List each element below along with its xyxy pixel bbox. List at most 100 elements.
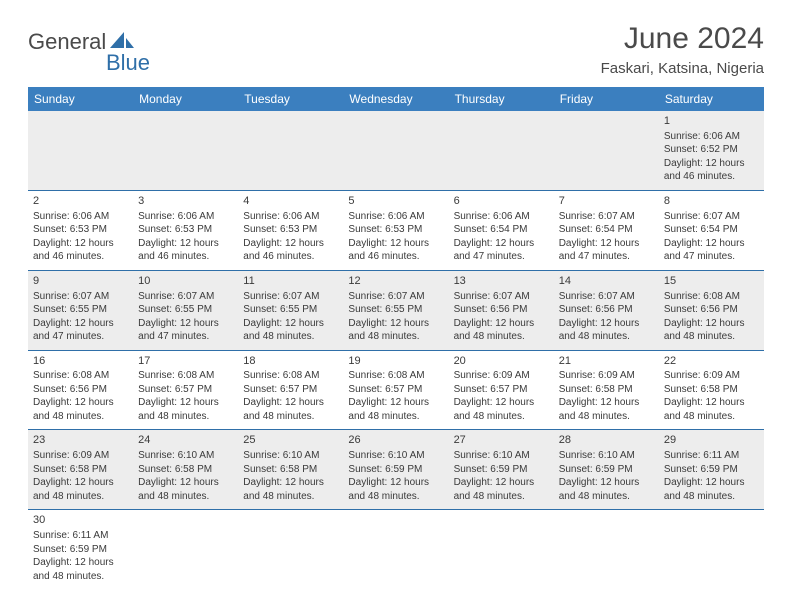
day-sunrise: Sunrise: 6:08 AM	[664, 290, 759, 304]
calendar-day-cell: 10Sunrise: 6:07 AMSunset: 6:55 PMDayligh…	[133, 270, 238, 350]
title-block: June 2024 Faskari, Katsina, Nigeria	[601, 22, 764, 77]
calendar-day-cell: 14Sunrise: 6:07 AMSunset: 6:56 PMDayligh…	[554, 270, 659, 350]
day-sunset: Sunset: 6:58 PM	[243, 463, 338, 477]
day-daylight2: and 46 minutes.	[138, 250, 233, 264]
day-number: 23	[33, 433, 128, 448]
day-daylight1: Daylight: 12 hours	[348, 237, 443, 251]
day-sunrise: Sunrise: 6:06 AM	[454, 210, 549, 224]
day-daylight2: and 47 minutes.	[559, 250, 654, 264]
calendar-day-cell: 2Sunrise: 6:06 AMSunset: 6:53 PMDaylight…	[28, 190, 133, 270]
calendar-week-row: 23Sunrise: 6:09 AM Sunset: 6:58 PM Dayligh…	[28, 430, 764, 510]
day-sunrise: Sunrise: 6:08 AM	[348, 369, 443, 383]
day-daylight2: and 48 minutes.	[138, 410, 233, 424]
calendar-day-cell: 16Sunrise: 6:08 AMSunset: 6:56 PMDayligh…	[28, 350, 133, 430]
day-daylight2: and 48 minutes.	[454, 490, 549, 504]
calendar-day-cell: 26Sunrise: 6:10 AMSunset: 6:59 PMDayligh…	[343, 430, 448, 510]
day-daylight2: and 48 minutes.	[664, 490, 759, 504]
day-daylight1: Daylight: 12 hours	[454, 476, 549, 490]
day-sunset: Sunset: 6:55 PM	[243, 303, 338, 317]
day-sunrise: Sunrise: 6:09 AM	[559, 369, 654, 383]
calendar-day-cell: 24Sunrise: 6:10 AMSunset: 6:58 PMDayligh…	[133, 430, 238, 510]
calendar-day-cell: 23Sunrise: 6:09 AMSunset: 6:58 PMDayligh…	[28, 430, 133, 510]
day-sunset: Sunset: 6:57 PM	[348, 383, 443, 397]
day-number: 6	[454, 194, 549, 209]
day-sunrise: Sunrise: 6:06 AM	[138, 210, 233, 224]
day-sunset: Sunset: 6:58 PM	[664, 383, 759, 397]
day-daylight1: Daylight: 12 hours	[138, 476, 233, 490]
day-sunrise: Sunrise: 6:10 AM	[138, 449, 233, 463]
calendar-day-cell	[659, 510, 764, 589]
day-daylight1: Daylight: 12 hours	[243, 317, 338, 331]
day-number: 30	[33, 513, 128, 528]
day-number: 2	[33, 194, 128, 209]
day-sunset: Sunset: 6:55 PM	[348, 303, 443, 317]
day-sunrise: Sunrise: 6:07 AM	[243, 290, 338, 304]
day-daylight1: Daylight: 12 hours	[664, 157, 759, 171]
day-daylight2: and 48 minutes.	[243, 490, 338, 504]
day-sunrise: Sunrise: 6:07 AM	[559, 210, 654, 224]
day-sunset: Sunset: 6:52 PM	[664, 143, 759, 157]
day-number: 22	[664, 354, 759, 369]
day-daylight2: and 46 minutes.	[348, 250, 443, 264]
day-daylight2: and 48 minutes.	[33, 410, 128, 424]
weekday-header-row: Sunday Monday Tuesday Wednesday Thursday…	[28, 87, 764, 111]
calendar-day-cell: 13Sunrise: 6:07 AMSunset: 6:56 PMDayligh…	[449, 270, 554, 350]
calendar-day-cell	[28, 111, 133, 190]
calendar-day-cell: 7Sunrise: 6:07 AMSunset: 6:54 PMDaylight…	[554, 190, 659, 270]
day-sunset: Sunset: 6:54 PM	[664, 223, 759, 237]
calendar-day-cell	[238, 111, 343, 190]
calendar-day-cell	[343, 510, 448, 589]
day-daylight1: Daylight: 12 hours	[33, 317, 128, 331]
day-daylight1: Daylight: 12 hours	[664, 476, 759, 490]
day-daylight1: Daylight: 12 hours	[664, 237, 759, 251]
day-daylight2: and 48 minutes.	[664, 330, 759, 344]
day-daylight1: Daylight: 12 hours	[664, 317, 759, 331]
day-daylight1: Daylight: 12 hours	[559, 237, 654, 251]
day-daylight2: and 47 minutes.	[664, 250, 759, 264]
calendar-day-cell: 28Sunrise: 6:10 AMSunset: 6:59 PMDayligh…	[554, 430, 659, 510]
day-sunset: Sunset: 6:53 PM	[243, 223, 338, 237]
day-daylight1: Daylight: 12 hours	[348, 396, 443, 410]
day-daylight2: and 46 minutes.	[33, 250, 128, 264]
day-sunrise: Sunrise: 6:09 AM	[33, 449, 128, 463]
day-daylight1: Daylight: 12 hours	[348, 476, 443, 490]
calendar-day-cell: 8Sunrise: 6:07 AMSunset: 6:54 PMDaylight…	[659, 190, 764, 270]
day-sunrise: Sunrise: 6:10 AM	[454, 449, 549, 463]
day-daylight2: and 48 minutes.	[559, 330, 654, 344]
day-number: 8	[664, 194, 759, 209]
calendar-day-cell: 30Sunrise: 6:11 AMSunset: 6:59 PMDayligh…	[28, 510, 133, 589]
logo-text-sub: Blue	[106, 50, 150, 75]
day-number: 26	[348, 433, 443, 448]
weekday-header: Saturday	[659, 87, 764, 111]
calendar-day-cell	[449, 510, 554, 589]
day-number: 24	[138, 433, 233, 448]
calendar-day-cell	[133, 510, 238, 589]
day-sunrise: Sunrise: 6:06 AM	[664, 130, 759, 144]
day-daylight1: Daylight: 12 hours	[138, 396, 233, 410]
day-number: 17	[138, 354, 233, 369]
day-daylight1: Daylight: 12 hours	[33, 556, 128, 570]
day-sunrise: Sunrise: 6:07 AM	[138, 290, 233, 304]
day-daylight1: Daylight: 12 hours	[243, 237, 338, 251]
day-number: 9	[33, 274, 128, 289]
day-number: 27	[454, 433, 549, 448]
day-sunrise: Sunrise: 6:10 AM	[243, 449, 338, 463]
calendar-day-cell	[133, 111, 238, 190]
calendar-day-cell: 6Sunrise: 6:06 AMSunset: 6:54 PMDaylight…	[449, 190, 554, 270]
day-sunset: Sunset: 6:55 PM	[33, 303, 128, 317]
day-daylight1: Daylight: 12 hours	[33, 396, 128, 410]
day-daylight2: and 48 minutes.	[559, 410, 654, 424]
weekday-header: Tuesday	[238, 87, 343, 111]
day-number: 19	[348, 354, 443, 369]
day-daylight1: Daylight: 12 hours	[348, 317, 443, 331]
day-sunrise: Sunrise: 6:11 AM	[664, 449, 759, 463]
day-sunset: Sunset: 6:56 PM	[559, 303, 654, 317]
day-daylight2: and 46 minutes.	[664, 170, 759, 184]
day-sunrise: Sunrise: 6:07 AM	[348, 290, 443, 304]
calendar-day-cell: 4Sunrise: 6:06 AMSunset: 6:53 PMDaylight…	[238, 190, 343, 270]
day-daylight2: and 48 minutes.	[454, 410, 549, 424]
calendar-day-cell	[343, 111, 448, 190]
day-number: 4	[243, 194, 338, 209]
day-sunrise: Sunrise: 6:08 AM	[138, 369, 233, 383]
day-sunrise: Sunrise: 6:06 AM	[348, 210, 443, 224]
